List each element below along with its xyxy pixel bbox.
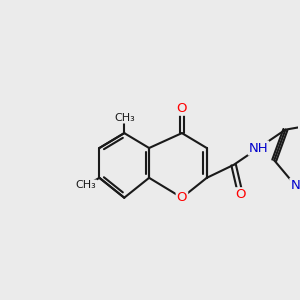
Text: N: N xyxy=(290,179,300,192)
Text: CH₃: CH₃ xyxy=(114,112,135,123)
Text: O: O xyxy=(235,188,246,201)
Text: O: O xyxy=(177,102,187,115)
Text: CH₃: CH₃ xyxy=(76,181,96,190)
Text: NH: NH xyxy=(249,142,268,154)
Text: O: O xyxy=(177,191,187,204)
